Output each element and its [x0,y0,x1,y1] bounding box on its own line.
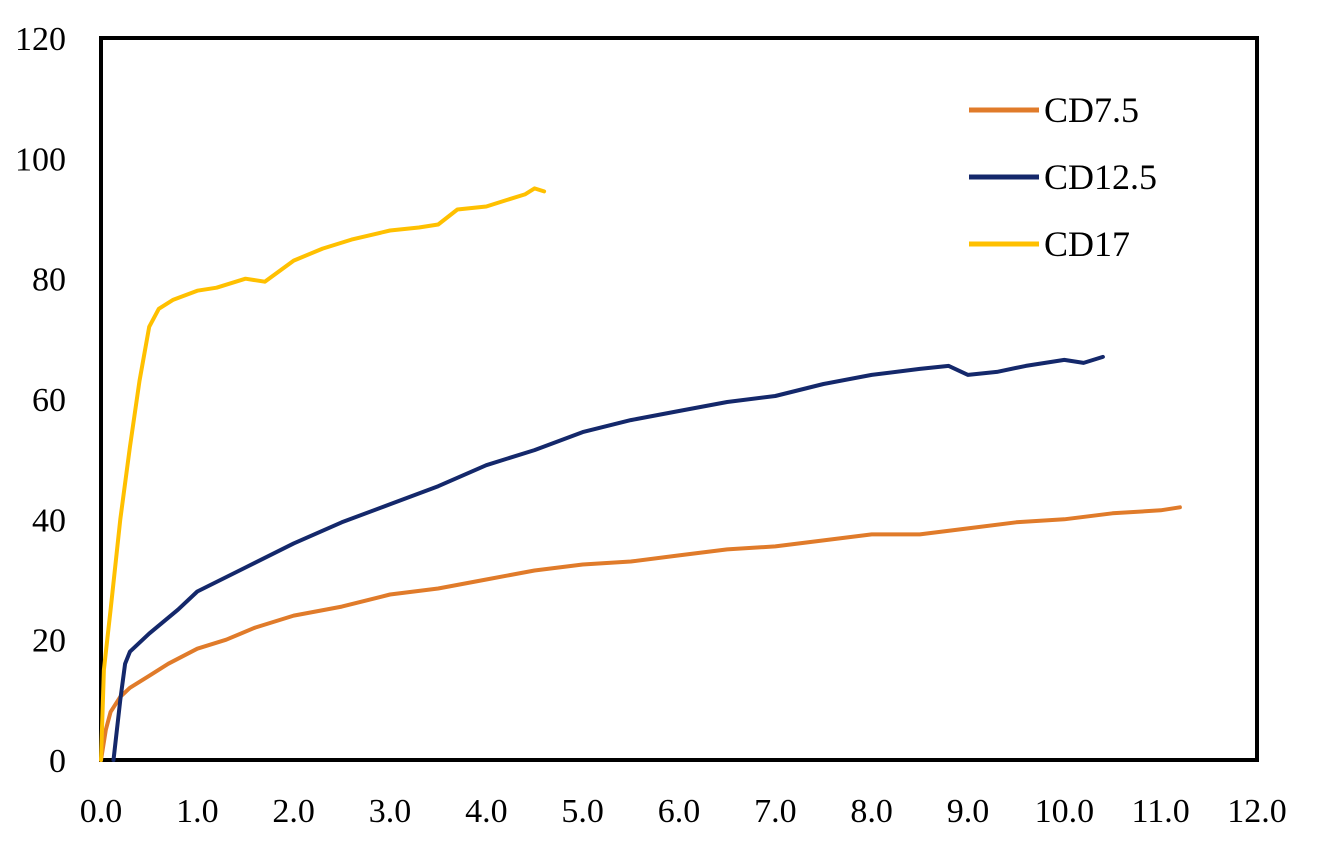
x-tick-label: 10.0 [1035,793,1095,830]
legend-label: CD17 [1044,224,1130,264]
x-tick-label: 3.0 [369,793,412,830]
y-tick-label: 20 [32,623,66,660]
y-tick-label: 100 [15,141,66,178]
legend-label: CD7.5 [1044,90,1139,130]
legend-label: CD12.5 [1044,157,1157,197]
plot-area [99,36,1259,762]
x-tick-label: 9.0 [947,793,990,830]
y-tick-label: 120 [15,21,66,58]
series-line-cd12-5 [111,354,1105,762]
x-tick-label: 11.0 [1132,793,1190,830]
y-tick-label: 0 [49,743,66,780]
legend: CD7.5 CD12.5 CD17 [969,90,1157,264]
x-tick-label: 1.0 [176,793,219,830]
x-tick-label: 0.0 [80,793,123,830]
x-tick-label: 2.0 [272,793,315,830]
series-line-cd17 [99,186,547,762]
y-axis-ticks: 0 20 40 60 80 100 120 [15,21,66,780]
series-layer [99,186,1182,762]
y-tick-label: 40 [32,502,66,539]
x-axis-ticks: 0.0 1.0 2.0 3.0 4.0 5.0 6.0 7.0 8.0 9.0 10.0 11.0 12… [80,793,1287,830]
x-tick-label: 8.0 [850,793,893,830]
x-tick-label: 4.0 [465,793,508,830]
x-tick-label: 7.0 [754,793,797,830]
y-tick-label: 60 [32,382,66,419]
y-tick-label: 80 [32,262,66,299]
x-tick-label: 5.0 [561,793,604,830]
series-line-cd7-5 [99,505,1182,762]
x-tick-label: 6.0 [658,793,701,830]
x-tick-label: 12.0 [1227,793,1287,830]
